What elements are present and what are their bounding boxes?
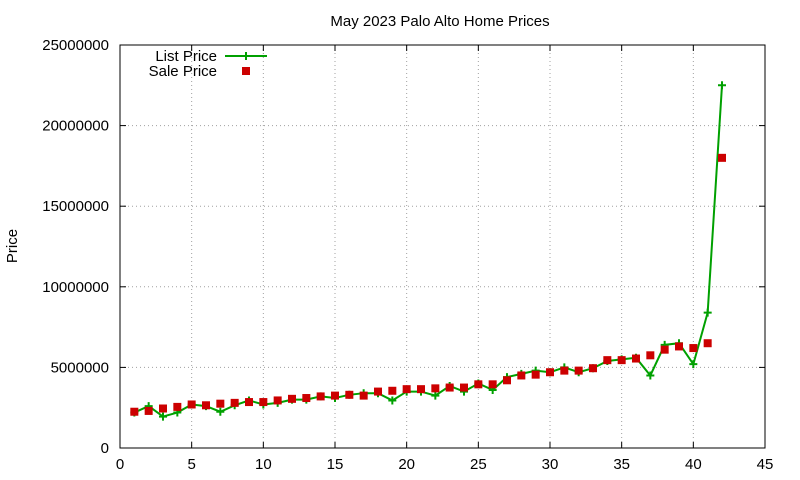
list-price-point — [388, 396, 397, 405]
x-tick-label: 30 — [542, 456, 559, 473]
sale-price-point — [703, 339, 712, 348]
sale-price-point — [589, 364, 597, 373]
sale-price-point — [503, 376, 511, 385]
x-tick-label: 35 — [613, 456, 630, 473]
sale-price-point — [617, 356, 626, 365]
list-price-point — [689, 360, 698, 369]
x-tick-label: 0 — [116, 456, 124, 473]
series-list-price — [130, 81, 726, 421]
x-tick-label: 25 — [470, 456, 487, 473]
legend: List Price Sale Price — [149, 48, 267, 80]
y-tick-label: 20000000 — [42, 118, 109, 135]
sale-price-point — [603, 356, 612, 365]
y-tick-label: 10000000 — [42, 279, 109, 296]
legend-label-list-price: List Price — [155, 48, 217, 65]
sale-price-point — [345, 390, 354, 399]
sale-price-point — [273, 396, 282, 405]
sale-price-point — [574, 366, 583, 375]
sale-price-point — [216, 399, 225, 408]
x-tick-label: 10 — [255, 456, 272, 473]
sale-price-point — [259, 398, 268, 407]
list-price-point — [159, 412, 167, 421]
x-tick-label: 15 — [327, 456, 344, 473]
sale-price-point — [245, 398, 253, 407]
y-tick-label: 25000000 — [42, 37, 109, 54]
sale-price-point — [388, 386, 397, 395]
sale-price-point — [187, 400, 196, 409]
legend-marker-sale-price — [242, 67, 250, 75]
sale-price-point — [689, 344, 698, 353]
legend-marker-list-price — [242, 52, 250, 60]
sale-price-point — [517, 371, 526, 380]
sale-price-point — [144, 406, 153, 415]
sale-price-point — [173, 402, 182, 411]
list-price-point — [718, 81, 726, 90]
sale-price-point — [417, 385, 425, 394]
sale-price-point — [130, 407, 139, 416]
series-layer — [130, 81, 726, 421]
sale-price-point — [402, 385, 411, 394]
grid-lines — [120, 45, 765, 448]
sale-price-point — [202, 401, 210, 410]
sale-price-point — [546, 368, 554, 377]
sale-price-point — [488, 380, 497, 389]
sale-price-point — [316, 392, 325, 401]
sale-price-point — [718, 153, 726, 162]
plot-border — [119, 44, 766, 449]
y-tick-label: 0 — [101, 440, 109, 457]
sale-price-point — [302, 394, 311, 403]
y-tick-label: 15000000 — [42, 198, 109, 215]
list-price-point — [646, 371, 655, 380]
sale-price-point — [159, 404, 167, 413]
y-axis-title: Price — [4, 229, 21, 263]
sale-price-point — [474, 380, 483, 389]
axis-ticks: 0 5 10 15 20 25 30 35 40 45 0 5000000 10000000 150000… — [42, 37, 773, 473]
sale-price-point — [445, 383, 454, 392]
sale-price-point — [331, 391, 339, 400]
x-tick-label: 40 — [685, 456, 702, 473]
sale-price-point — [660, 345, 669, 354]
x-tick-label: 45 — [757, 456, 774, 473]
series-line — [133, 85, 723, 418]
sale-price-point — [646, 351, 655, 360]
series-sale-price — [130, 153, 726, 416]
sale-price-point — [560, 366, 569, 375]
sale-price-point — [230, 398, 239, 407]
list-price-point — [216, 407, 225, 416]
sale-price-point — [460, 383, 468, 392]
sale-price-point — [288, 394, 296, 403]
sale-price-point — [675, 342, 683, 351]
x-tick-label: 20 — [398, 456, 415, 473]
sale-price-point — [632, 354, 640, 363]
sale-price-point — [359, 391, 368, 400]
chart-title: May 2023 Palo Alto Home Prices — [330, 13, 549, 30]
legend-label-sale-price: Sale Price — [149, 63, 217, 80]
list-price-point — [431, 391, 440, 400]
list-price-point — [703, 308, 712, 317]
sale-price-point — [531, 370, 540, 379]
x-tick-label: 5 — [187, 456, 195, 473]
sale-price-point — [374, 387, 382, 396]
sale-price-point — [431, 384, 440, 393]
y-tick-label: 5000000 — [51, 359, 109, 376]
